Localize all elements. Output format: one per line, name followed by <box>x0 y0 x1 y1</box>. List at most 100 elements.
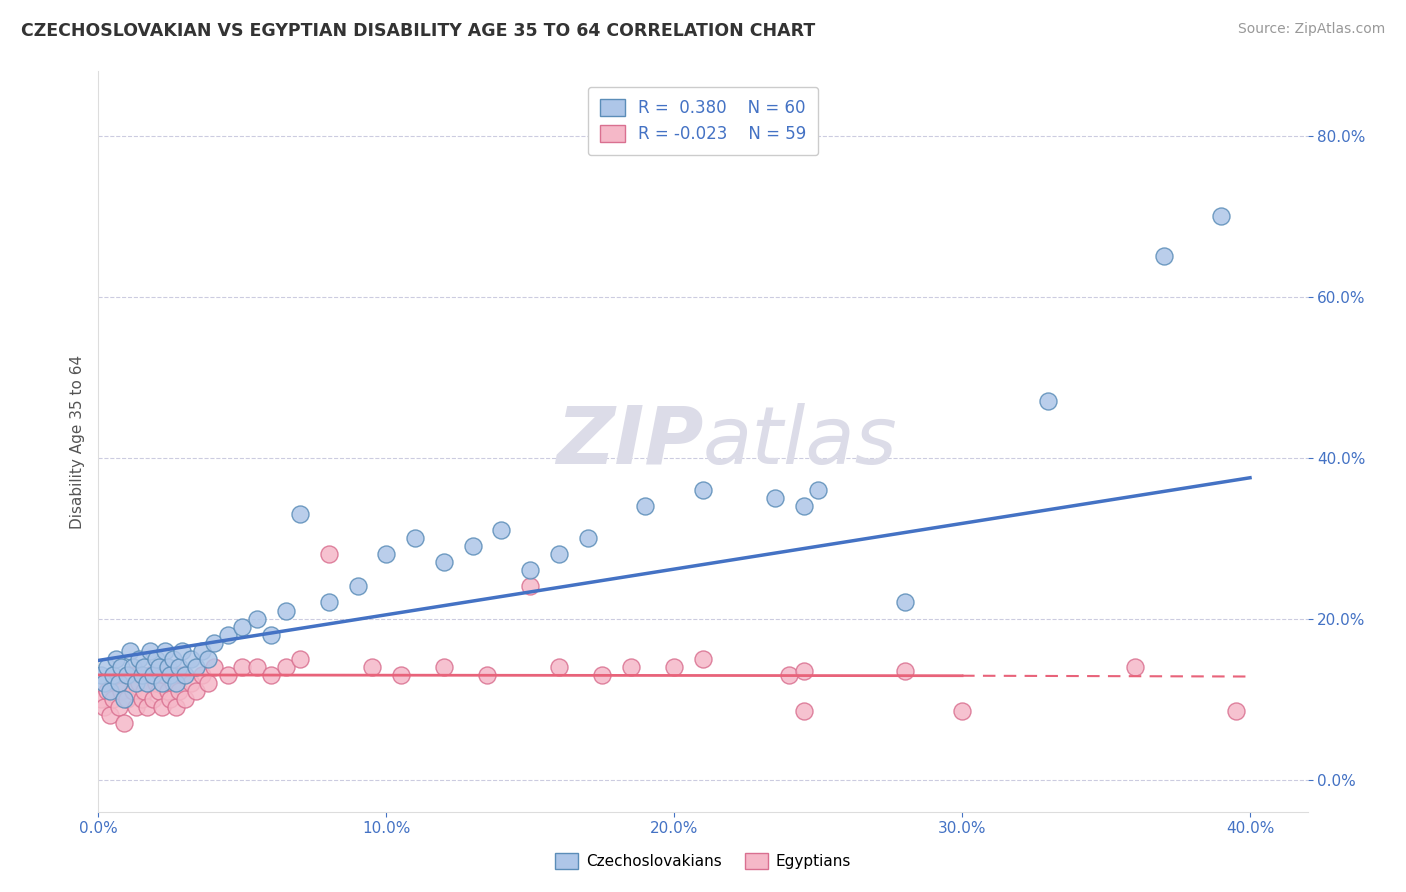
Point <box>793 704 815 718</box>
Point <box>763 491 786 505</box>
Point <box>1038 394 1060 409</box>
Point <box>96 660 118 674</box>
Point <box>664 660 686 674</box>
Point <box>186 684 208 698</box>
Point <box>778 668 800 682</box>
Point <box>173 692 195 706</box>
Point <box>217 628 239 642</box>
Point <box>186 660 208 674</box>
Point <box>136 700 159 714</box>
Point <box>692 652 714 666</box>
Point <box>634 499 657 513</box>
Point <box>433 660 456 674</box>
Point <box>112 692 135 706</box>
Text: atlas: atlas <box>703 402 898 481</box>
Point <box>231 619 253 633</box>
Point <box>150 700 173 714</box>
Point <box>217 668 239 682</box>
Point <box>548 547 571 561</box>
Point <box>231 660 253 674</box>
Point <box>125 676 148 690</box>
Text: CZECHOSLOVAKIAN VS EGYPTIAN DISABILITY AGE 35 TO 64 CORRELATION CHART: CZECHOSLOVAKIAN VS EGYPTIAN DISABILITY A… <box>21 22 815 40</box>
Point <box>159 668 181 682</box>
Point <box>134 660 156 674</box>
Point <box>404 531 426 545</box>
Text: Source: ZipAtlas.com: Source: ZipAtlas.com <box>1237 22 1385 37</box>
Point <box>576 531 599 545</box>
Point <box>950 704 973 718</box>
Point <box>128 652 150 666</box>
Point <box>134 684 156 698</box>
Point <box>433 555 456 569</box>
Point <box>120 644 142 658</box>
Point <box>260 668 283 682</box>
Point <box>893 664 915 678</box>
Text: ZIP: ZIP <box>555 402 703 481</box>
Point <box>1123 660 1146 674</box>
Point <box>90 692 112 706</box>
Point <box>274 603 297 617</box>
Point <box>122 660 145 674</box>
Point <box>142 668 165 682</box>
Point <box>104 676 127 690</box>
Y-axis label: Disability Age 35 to 64: Disability Age 35 to 64 <box>69 354 84 529</box>
Point <box>142 692 165 706</box>
Point <box>591 668 613 682</box>
Point <box>139 668 162 682</box>
Point <box>122 684 145 698</box>
Point <box>173 668 195 682</box>
Point <box>692 483 714 497</box>
Point <box>197 652 219 666</box>
Point <box>153 644 176 658</box>
Point <box>131 692 153 706</box>
Point <box>136 676 159 690</box>
Point <box>274 660 297 674</box>
Point <box>170 668 193 682</box>
Point <box>180 676 202 690</box>
Point <box>128 676 150 690</box>
Point <box>180 652 202 666</box>
Point <box>156 684 179 698</box>
Point <box>361 660 384 674</box>
Point <box>145 652 167 666</box>
Point <box>153 668 176 682</box>
Point <box>98 684 121 698</box>
Point <box>288 652 311 666</box>
Point <box>191 644 214 658</box>
Point <box>246 611 269 625</box>
Point <box>93 700 115 714</box>
Point <box>90 668 112 682</box>
Point <box>202 636 225 650</box>
Legend: R =  0.380    N = 60, R = -0.023    N = 59: R = 0.380 N = 60, R = -0.023 N = 59 <box>588 87 818 155</box>
Point <box>101 692 124 706</box>
Point <box>620 660 643 674</box>
Point <box>807 483 830 497</box>
Legend: Czechoslovakians, Egyptians: Czechoslovakians, Egyptians <box>550 847 856 875</box>
Point <box>162 652 184 666</box>
Point <box>288 507 311 521</box>
Point <box>115 692 138 706</box>
Point <box>375 547 398 561</box>
Point <box>893 595 915 609</box>
Point <box>148 684 170 698</box>
Point <box>115 668 138 682</box>
Point <box>389 668 412 682</box>
Point <box>519 579 541 593</box>
Point <box>98 708 121 723</box>
Point <box>120 668 142 682</box>
Point <box>165 700 187 714</box>
Point <box>104 652 127 666</box>
Point <box>93 676 115 690</box>
Point <box>139 644 162 658</box>
Point <box>475 668 498 682</box>
Point <box>191 668 214 682</box>
Point <box>346 579 368 593</box>
Point <box>110 684 132 698</box>
Point <box>150 676 173 690</box>
Point <box>197 676 219 690</box>
Point <box>170 644 193 658</box>
Point <box>793 664 815 678</box>
Point <box>162 676 184 690</box>
Point <box>246 660 269 674</box>
Point <box>1211 209 1233 223</box>
